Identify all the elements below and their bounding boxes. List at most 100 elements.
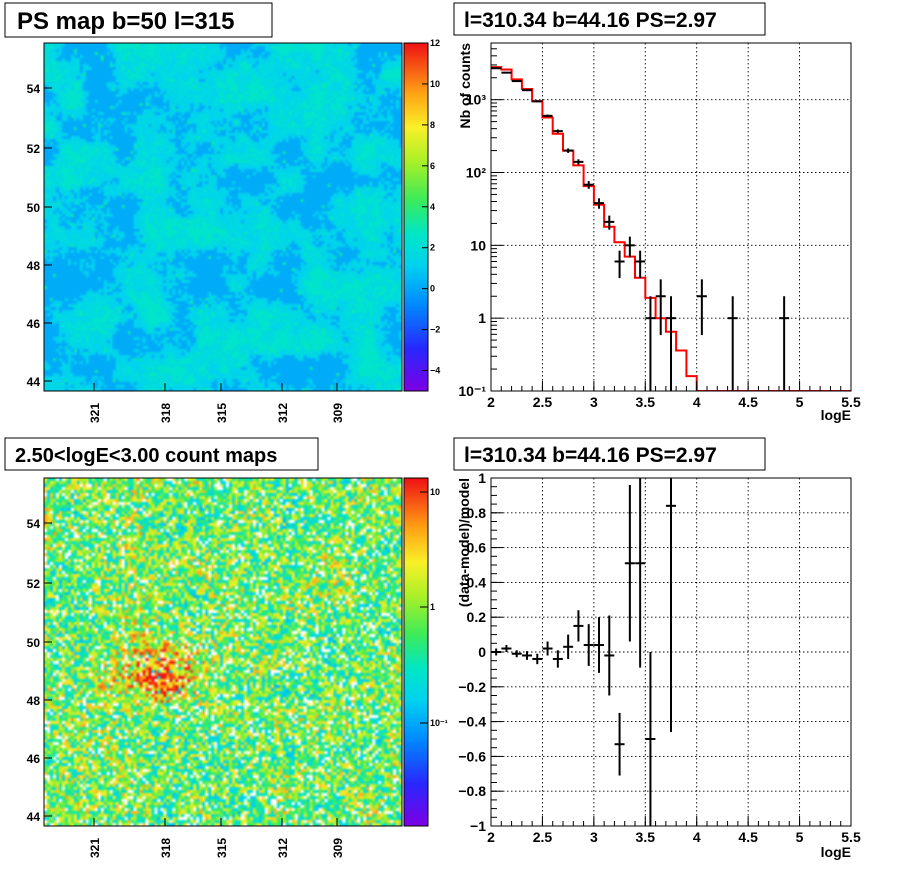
residual-data-point: [573, 610, 584, 642]
spectrum-data-point: [604, 215, 615, 230]
spectrum-title-box: [453, 2, 766, 36]
x-tick-label: 3: [590, 394, 598, 410]
x-tick-label: 309: [331, 403, 345, 423]
x-tick-label: 3.5: [636, 829, 656, 845]
y-tick-label: −0.6: [458, 748, 486, 764]
residual-panel: 2 2.5 3 3.5 4 4.5 5 5.5 −1 −0.8 −0.6 −0.4 −0.2 0 0.2 0.…: [453, 437, 861, 860]
y-tick-label: 10³: [466, 92, 487, 108]
ps-map-title: PS map b=50 l=315: [17, 8, 234, 35]
count-map-title-box: [4, 437, 319, 471]
spectrum-axis-ticks: 2 2.5 3 3.5 4 4.5 5 5.5 10⁻¹ 1 10 10² 10³: [458, 42, 861, 410]
ps-map-title-box: [4, 2, 273, 38]
x-tick-label: 4.5: [738, 829, 758, 845]
spectrum-data-point: [583, 181, 594, 189]
residual-data-point: [594, 617, 604, 673]
x-tick-label: 2: [487, 829, 495, 845]
residual-title: l=310.34 b=44.16 PS=2.97: [464, 444, 717, 467]
spectrum-data-point: [511, 80, 522, 83]
y-tick-label: 0.6: [467, 540, 487, 556]
x-tick-label: 5: [796, 394, 804, 410]
x-tick-label: 4.5: [738, 394, 758, 410]
colorbar-tick-label: 10⁻¹: [430, 718, 448, 728]
spectrum-data-point: [491, 67, 502, 70]
spectrum-y-axis-label: Nb of counts: [457, 43, 473, 129]
colorbar-tick-label: −2: [430, 325, 440, 335]
y-tick-label: −1: [470, 818, 486, 834]
residual-y-axis-label: (data-model)/model: [456, 478, 472, 607]
x-tick-label: 318: [159, 403, 173, 423]
x-tick-label: 3.5: [636, 394, 656, 410]
residual-data-point: [522, 651, 532, 660]
x-tick-label: 2: [487, 394, 495, 410]
y-tick-label: −0.2: [458, 679, 486, 695]
y-tick-label: −0.4: [458, 714, 486, 730]
y-tick-label: 44: [27, 375, 41, 389]
count-map-heatmap: [44, 478, 402, 826]
y-tick-label: 0.4: [467, 574, 487, 590]
residual-data-point: [501, 645, 512, 652]
count-map-title: 2.50<logE<3.00 count maps: [15, 445, 277, 467]
x-tick-label: 4: [693, 394, 701, 410]
y-tick-label: 0: [478, 644, 486, 660]
x-tick-label: 5: [796, 829, 804, 845]
spectrum-panel: 2 2.5 3 3.5 4 4.5 5 5.5 10⁻¹ 1 10 10² 10³ logE Nb of…: [453, 2, 861, 423]
spectrum-data-point: [645, 296, 656, 391]
x-tick-label: 315: [215, 403, 229, 423]
residual-title-box: [453, 437, 766, 471]
y-tick-label: 10⁻¹: [458, 383, 486, 399]
y-tick-label: 50: [27, 201, 41, 215]
y-tick-label: 54: [27, 517, 41, 531]
y-tick-label: 1: [478, 470, 486, 486]
ps-map-colorbar-ticks: 12 10 8 6 4 2 0 −2 −4: [422, 38, 440, 376]
spectrum-data-point: [522, 89, 532, 92]
x-tick-label: 5.5: [841, 829, 861, 845]
spectrum-data-point: [614, 250, 625, 279]
residual-data-point: [511, 650, 522, 658]
spectrum-data-point: [532, 100, 543, 103]
spectrum-data-point: [624, 236, 635, 258]
x-tick-label: 3: [590, 829, 598, 845]
x-tick-label: 321: [88, 403, 102, 423]
spectrum-data-point: [563, 148, 574, 153]
y-tick-label: 44: [27, 810, 41, 824]
spectrum-x-axis-label: logE: [821, 407, 851, 423]
residual-data-point: [532, 653, 543, 665]
x-tick-label: 321: [88, 838, 102, 858]
colorbar-tick-label: 10: [430, 79, 440, 89]
residual-x-axis-label: logE: [821, 844, 851, 860]
spectrum-data-point: [666, 296, 676, 391]
x-tick-label: 318: [159, 838, 173, 858]
x-tick-label: 312: [276, 403, 290, 423]
residual-data-point: [604, 615, 615, 696]
colorbar-tick-label: 4: [430, 202, 435, 212]
x-tick-label: 312: [276, 838, 290, 858]
residual-data-point: [542, 641, 553, 656]
colorbar-tick-label: 6: [430, 161, 435, 171]
residual-data-point: [563, 634, 574, 659]
y-tick-label: 52: [27, 577, 41, 591]
colorbar-tick-label: 1: [430, 602, 435, 612]
ps-map-frame: [43, 42, 403, 392]
spectrum-data-points: [491, 67, 790, 391]
count-map-colorbar: [404, 478, 428, 826]
residual-data-point: [666, 478, 676, 733]
y-tick-label: 46: [27, 752, 41, 766]
x-tick-label: 2.5: [533, 394, 553, 410]
spectrum-data-point: [501, 71, 512, 74]
count-map-colorbar-frame: [403, 477, 429, 827]
ps-map-colorbar-frame: [403, 42, 429, 392]
residual-data-point: [635, 478, 646, 668]
y-tick-label: 52: [27, 142, 41, 156]
y-tick-label: 10²: [466, 165, 487, 181]
x-tick-label: 315: [215, 838, 229, 858]
residual-axis-ticks: 2 2.5 3 3.5 4 4.5 5 5.5 −1 −0.8 −0.6 −0.4 −0.2 0 0.2 0.…: [458, 470, 861, 845]
colorbar-tick-label: 12: [430, 38, 440, 48]
colorbar-tick-label: 8: [430, 120, 435, 130]
residual-data-point: [645, 652, 656, 826]
residual-data-point: [552, 650, 563, 668]
ps-map-heatmap: [44, 43, 402, 391]
spectrum-data-point: [542, 114, 553, 118]
